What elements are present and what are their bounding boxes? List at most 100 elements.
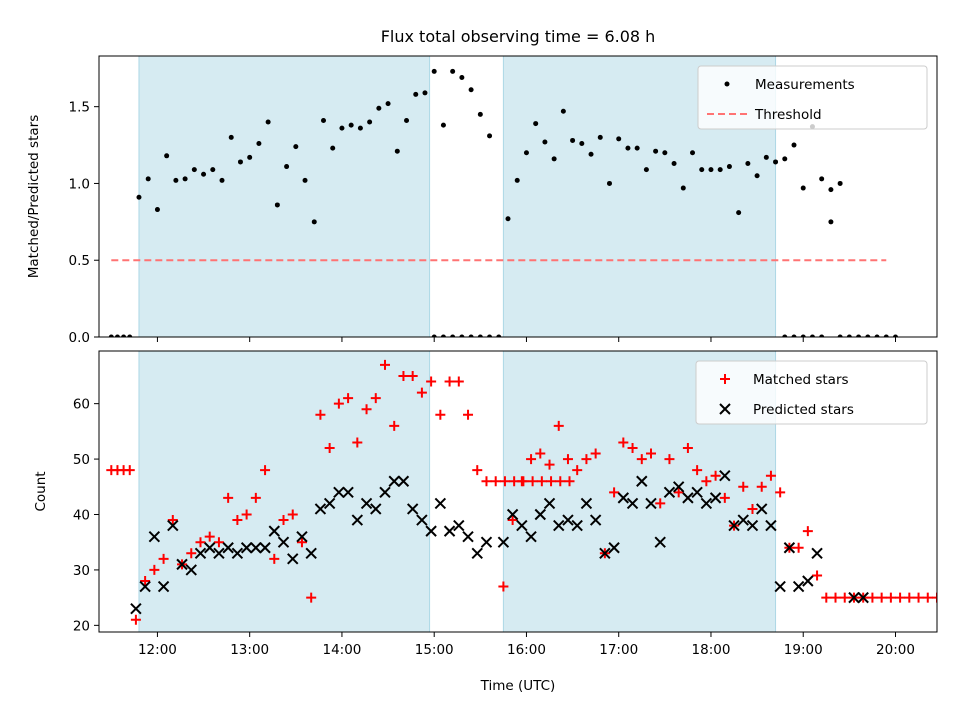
predicted-star-point	[360, 497, 373, 510]
measurement-point	[182, 176, 188, 182]
matched-star-point	[885, 592, 896, 603]
legend-label: Threshold	[754, 107, 822, 123]
predicted-star-point	[471, 547, 483, 560]
measurement-point	[145, 176, 151, 182]
matched-star-point	[719, 492, 730, 503]
matched-star-point	[204, 531, 215, 542]
predicted-star-point	[802, 575, 814, 587]
predicted-star-point	[425, 525, 437, 537]
predicted-star-point	[462, 530, 474, 543]
matched-star-point	[124, 465, 135, 476]
predicted-star-point	[268, 525, 280, 537]
predicted-star-point	[580, 497, 593, 510]
predicted-star-point	[305, 547, 317, 560]
measurement-point	[717, 167, 723, 173]
shaded-interval	[138, 55, 431, 338]
matched-star-point	[618, 437, 629, 448]
measurement-point	[330, 145, 336, 151]
measurement-point	[819, 176, 825, 182]
predicted-star-point	[323, 497, 336, 510]
predicted-star-point	[314, 503, 327, 515]
predicted-star-point	[443, 525, 456, 537]
predicted-star-point	[728, 519, 740, 532]
measurement-point	[459, 74, 465, 80]
predicted-star-point	[636, 475, 648, 487]
predicted-star-point	[617, 492, 630, 504]
top-plot-area: 0.0 0.5 1.0 1.5 Measurements Threshold	[69, 55, 938, 346]
matched-star-point	[324, 442, 335, 453]
predicted-star-point	[277, 536, 290, 548]
measurement-point	[431, 334, 437, 337]
matched-star-point	[223, 492, 234, 503]
measurement-point	[643, 167, 649, 173]
measurement-point	[339, 125, 345, 131]
matched-star-point	[553, 420, 564, 431]
measurement-point	[874, 334, 880, 337]
measurement-point	[121, 334, 127, 337]
measurement-point	[302, 177, 308, 183]
measurement-point	[828, 219, 834, 225]
measurement-point	[653, 148, 659, 154]
predicted-star-point	[709, 492, 722, 504]
predicted-star-point	[148, 530, 161, 543]
measurement-point	[588, 151, 594, 157]
matched-star-point	[526, 454, 537, 465]
bottom-panel: 20 30 40 50 60 12:00 13:00 14:00 15:00 16:00 17:00…	[33, 350, 938, 694]
legend-label: Matched stars	[753, 372, 849, 388]
measurement-point	[819, 334, 825, 337]
matched-star-point	[507, 515, 518, 526]
matched-star-point	[453, 376, 464, 387]
matched-star-point	[655, 498, 666, 509]
predicted-star-point	[645, 497, 657, 510]
predicted-star-point	[857, 591, 869, 604]
matched-star-point	[315, 409, 326, 420]
predicted-star-point	[296, 530, 308, 543]
predicted-star-point	[700, 497, 713, 510]
measurement-point	[763, 154, 769, 160]
predicted-star-point	[130, 603, 142, 615]
matched-star-point	[562, 454, 573, 465]
matched-star-point	[536, 476, 547, 487]
x-tick-label: 20:00	[876, 642, 915, 658]
x-axis-label: Time (UTC)	[480, 678, 556, 694]
measurement-point	[348, 122, 354, 128]
measurement-point	[367, 119, 373, 125]
y-tick-label: 40	[73, 508, 90, 524]
measurement-point	[108, 334, 114, 337]
measurement-point	[431, 68, 437, 74]
matched-star-point	[287, 509, 298, 520]
measurement-point	[551, 156, 557, 162]
predicted-star-point	[176, 558, 188, 571]
predicted-star-point	[553, 519, 565, 532]
measurement-point	[699, 167, 705, 173]
predicted-star-point	[434, 497, 447, 510]
predicted-star-point	[562, 514, 574, 526]
measurement-point	[228, 134, 234, 140]
predicted-star-point	[506, 508, 519, 521]
measurement-point	[440, 334, 446, 337]
bottom-y-axis-label: Count	[33, 471, 49, 511]
predicted-star-point	[746, 519, 759, 532]
matched-star-point	[673, 487, 684, 498]
measurement-point	[487, 133, 493, 139]
measurement-point	[210, 167, 216, 173]
predicted-star-point	[756, 503, 768, 515]
matched-star-point	[692, 465, 703, 476]
matched-star-point	[812, 570, 823, 581]
measurement-point	[791, 142, 797, 148]
measurement-point	[173, 177, 179, 183]
measurement-point	[136, 194, 142, 200]
chart-title: Flux total observing time = 6.08 h	[381, 27, 656, 46]
measurement-point	[708, 167, 714, 173]
measurement-point	[201, 171, 207, 177]
legend-x-icon	[719, 403, 731, 415]
matched-star-point	[140, 576, 151, 587]
measurement-point	[800, 185, 806, 191]
matched-star-point	[444, 376, 455, 387]
measurement-point	[127, 334, 133, 337]
measurement-point	[662, 150, 668, 156]
matched-star-point	[130, 614, 141, 625]
matched-star-point	[830, 592, 841, 603]
measurement-point	[837, 180, 843, 186]
shaded-interval	[138, 350, 431, 633]
